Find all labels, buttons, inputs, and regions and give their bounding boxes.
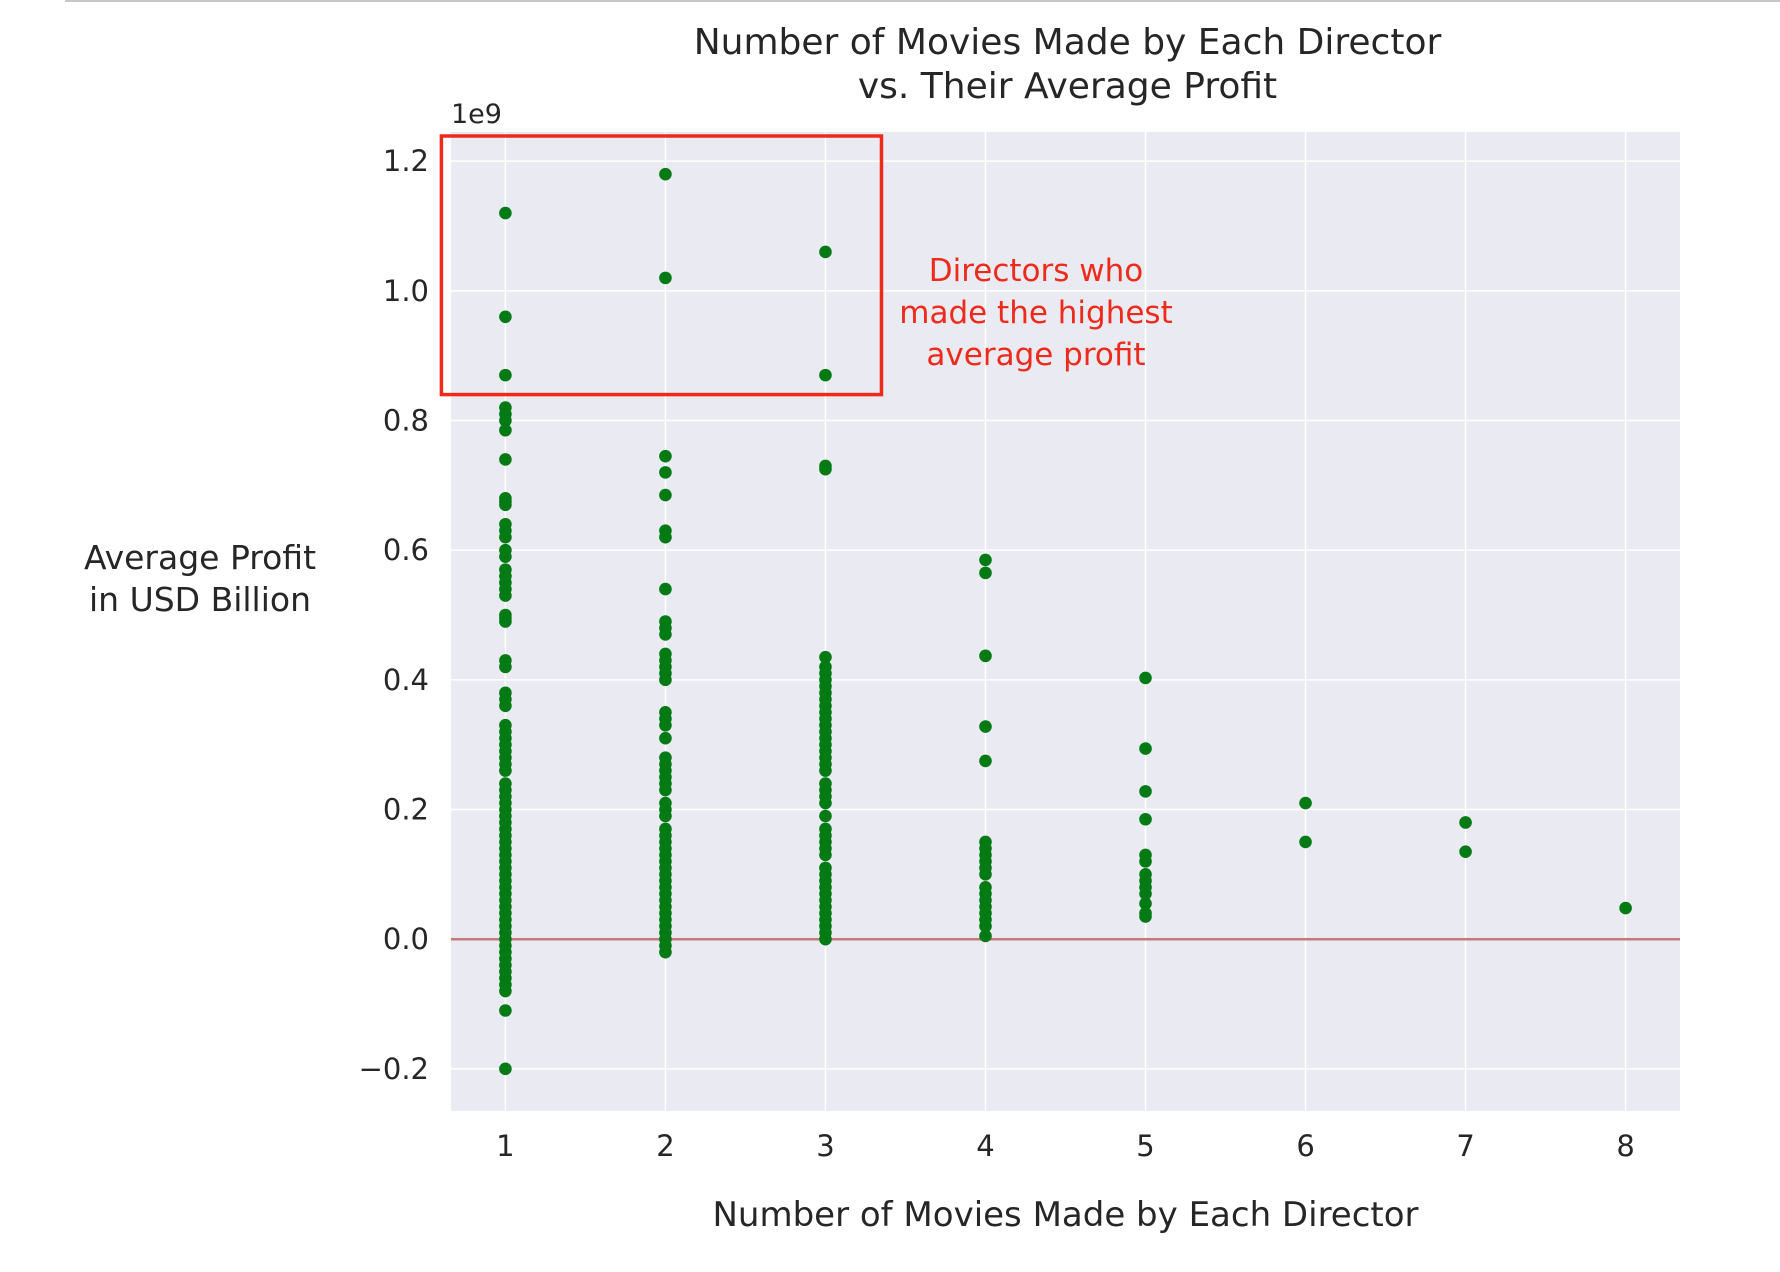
data-point: [499, 550, 512, 563]
annotation-line-2: made the highest: [899, 295, 1173, 331]
x-tick-label: 8: [1616, 1129, 1634, 1163]
data-point: [659, 582, 672, 596]
x-tick-label: 6: [1296, 1129, 1314, 1163]
data-point: [499, 1062, 512, 1076]
data-point: [819, 462, 832, 476]
data-point: [1139, 887, 1152, 901]
data-point: [659, 783, 672, 797]
data-point: [499, 310, 512, 324]
data-point: [1619, 901, 1632, 915]
data-point: [819, 368, 832, 382]
chart-title-line-1: Number of Movies Made by Each Director: [694, 22, 1442, 63]
data-point: [1139, 897, 1152, 910]
x-tick-label: 5: [1136, 1129, 1154, 1163]
data-point: [499, 498, 512, 512]
data-point: [819, 796, 832, 810]
data-point: [659, 731, 672, 745]
data-point: [499, 699, 512, 713]
y-axis-label-line-2: in USD Billion: [89, 580, 311, 619]
chart-title-line-2: vs. Their Average Profit: [858, 66, 1277, 107]
data-point: [499, 660, 512, 674]
data-point: [1459, 816, 1472, 829]
data-point: [1139, 910, 1152, 923]
axes: −0.2 0.0 0.2 0.4 0.6 0.8 1.0 1.2 1 2 3 4 5 6 7 8: [359, 144, 1635, 1163]
data-point: [819, 932, 832, 946]
data-point: [1299, 796, 1312, 810]
data-point: [979, 720, 992, 733]
annotation-line-1: Directors who: [929, 253, 1144, 289]
data-point: [499, 414, 512, 427]
x-tick-label: 1: [496, 1129, 514, 1163]
data-point: [499, 589, 512, 602]
data-point: [499, 453, 512, 466]
highlight-box: [439, 134, 884, 397]
data-point: [499, 423, 512, 437]
data-point: [499, 206, 512, 220]
data-point: [819, 245, 832, 259]
x-tick-label: 7: [1456, 1129, 1474, 1163]
y-tick-label: 1.0: [383, 274, 429, 308]
data-point: [499, 984, 512, 998]
data-point: [979, 649, 992, 663]
data-point: [659, 945, 672, 959]
data-point: [819, 764, 832, 777]
data-point: [1139, 812, 1152, 826]
x-tick-label: 2: [656, 1129, 674, 1163]
data-point: [659, 718, 672, 732]
annotation-line-3: average profit: [926, 337, 1145, 373]
x-axis-label: Number of Movies Made by Each Director: [712, 1195, 1418, 1235]
y-tick-label: 0.0: [383, 922, 429, 956]
data-point: [499, 764, 512, 777]
x-tick-label: 4: [976, 1129, 994, 1163]
data-point: [499, 1004, 512, 1017]
data-point: [979, 868, 992, 881]
data-point: [499, 530, 512, 544]
y-tick-label: 1.2: [383, 144, 429, 178]
data-point: [1299, 835, 1312, 849]
y-tick-label: 0.2: [383, 793, 429, 827]
y-axis-offset-label: 1e9: [451, 99, 502, 130]
data-point: [659, 530, 672, 544]
data-point: [659, 449, 672, 463]
data-point: [659, 488, 672, 502]
data-point: [819, 809, 832, 823]
data-point: [979, 929, 992, 943]
data-point: [1139, 742, 1152, 755]
data-points: [499, 167, 1632, 1076]
data-point: [659, 271, 672, 285]
y-axis-label-line-1: Average Profit: [84, 538, 316, 577]
data-point: [979, 553, 992, 567]
data-point: [499, 615, 512, 628]
data-point: [659, 628, 672, 641]
data-point: [659, 466, 672, 479]
data-point: [659, 167, 672, 181]
data-point: [979, 566, 992, 580]
data-point: [819, 848, 832, 862]
plot-area: [451, 132, 1680, 1111]
data-point: [979, 754, 992, 768]
data-point: [979, 919, 992, 933]
data-point: [659, 673, 672, 687]
y-tick-label: 0.6: [383, 533, 429, 567]
data-point: [1139, 855, 1152, 868]
data-point: [499, 368, 512, 382]
x-tick-label: 3: [816, 1129, 834, 1163]
y-tick-label: 0.8: [383, 404, 429, 438]
data-point: [1459, 845, 1472, 858]
y-tick-label: 0.4: [383, 663, 429, 697]
data-point: [819, 650, 832, 664]
y-tick-label: −0.2: [359, 1052, 429, 1086]
data-point: [659, 809, 672, 823]
data-point: [1139, 671, 1152, 685]
data-point: [1139, 785, 1152, 798]
